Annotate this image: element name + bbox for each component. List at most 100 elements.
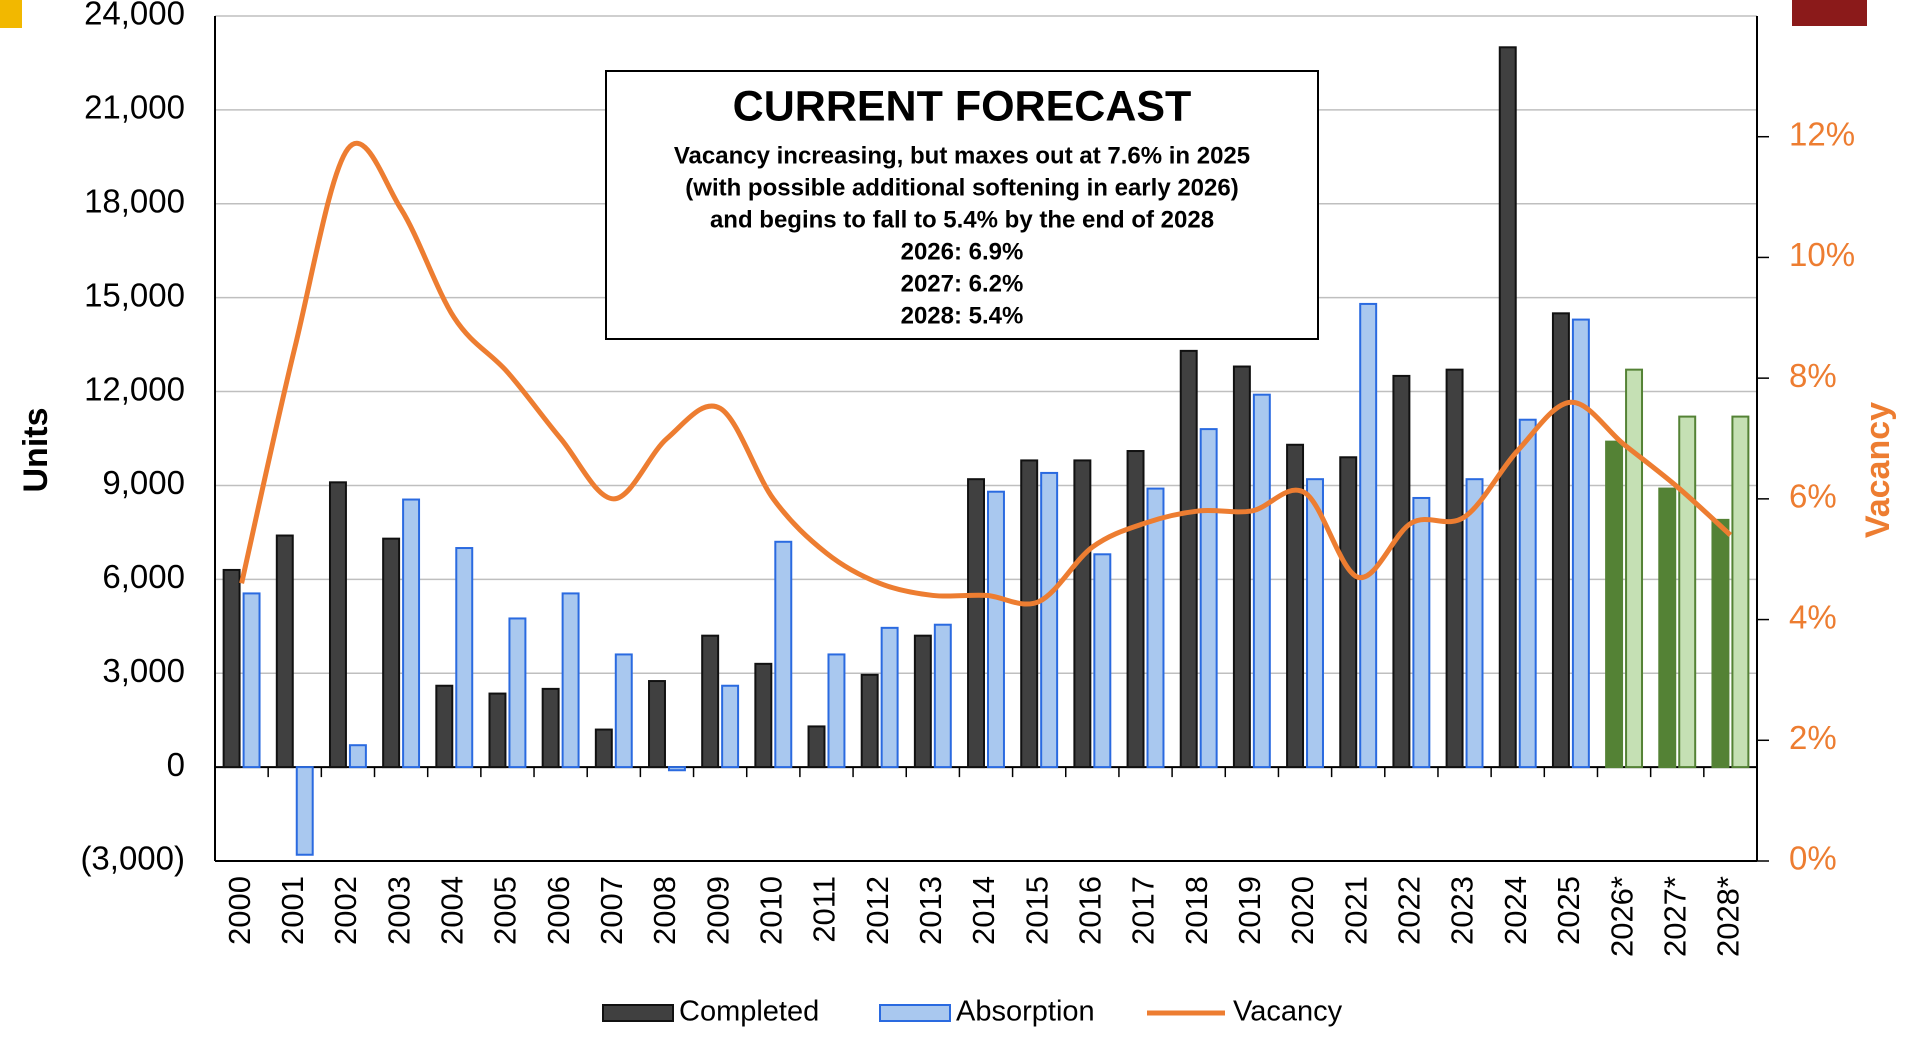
x-tick-label: 2002 xyxy=(328,876,363,945)
bar xyxy=(1040,471,1059,769)
x-tick-label: 2005 xyxy=(488,876,523,945)
bar xyxy=(508,617,527,769)
bar xyxy=(827,653,846,769)
annotation-line: 2028: 5.4% xyxy=(901,302,1024,329)
bar xyxy=(435,684,454,769)
bar xyxy=(1445,368,1464,769)
bar xyxy=(1658,487,1677,769)
bar xyxy=(774,540,793,769)
bar xyxy=(667,766,686,772)
y-tick-label: 18,000 xyxy=(84,182,185,219)
bar xyxy=(701,634,720,769)
x-tick-label: 2010 xyxy=(753,876,788,945)
legend-label: Absorption xyxy=(956,996,1095,1028)
annotation-line: 2026: 6.9% xyxy=(901,238,1024,265)
annotation-line: Vacancy increasing, but maxes out at 7.6… xyxy=(674,142,1250,169)
bar xyxy=(1465,478,1484,769)
x-tick-label: 2011 xyxy=(807,876,842,943)
x-tick-label: 2004 xyxy=(434,876,469,945)
y-tick-label: 6,000 xyxy=(102,558,185,595)
bar xyxy=(1731,415,1750,769)
x-tick-label: 2028* xyxy=(1711,876,1746,957)
bar xyxy=(1146,487,1165,769)
bar xyxy=(860,673,879,769)
bar xyxy=(1392,374,1411,769)
bar xyxy=(1571,318,1590,769)
y2-tick-label: 8% xyxy=(1789,357,1837,394)
x-tick-label: 2019 xyxy=(1232,876,1267,945)
bar xyxy=(348,744,367,769)
x-tick-label: 2017 xyxy=(1126,876,1161,945)
legend-label: Vacancy xyxy=(1233,996,1343,1028)
y2-tick-label: 10% xyxy=(1789,236,1855,273)
bar xyxy=(1073,459,1092,769)
bar xyxy=(561,592,580,769)
x-tick-label: 2001 xyxy=(275,876,310,945)
legend-label: Completed xyxy=(679,996,819,1028)
y-tick-label: 24,000 xyxy=(84,0,185,32)
vacancy-line xyxy=(239,140,1733,607)
bar xyxy=(328,481,347,769)
annotation-line: 2027: 6.2% xyxy=(901,270,1024,297)
bar xyxy=(1232,365,1251,769)
x-tick-label: 2008 xyxy=(647,876,682,945)
x-tick-label: 2000 xyxy=(222,876,257,945)
bar xyxy=(1339,456,1358,769)
bar xyxy=(1678,415,1697,769)
x-tick-label: 2024 xyxy=(1498,876,1533,945)
bar xyxy=(1359,302,1378,769)
x-tick-label: 2021 xyxy=(1338,876,1373,945)
x-tick-label: 2009 xyxy=(700,876,735,945)
bar xyxy=(1711,518,1730,769)
bar xyxy=(295,766,314,856)
bar xyxy=(1412,496,1431,769)
bar xyxy=(1605,440,1624,769)
annotation-box xyxy=(605,70,1319,340)
y2-tick-label: 0% xyxy=(1789,840,1837,877)
y-tick-label: 3,000 xyxy=(102,652,185,689)
bar xyxy=(1126,450,1145,769)
y-axis-label: Units xyxy=(17,408,55,493)
x-tick-label: 2027* xyxy=(1657,876,1692,957)
bar xyxy=(1306,478,1324,769)
bar xyxy=(594,728,613,769)
y-tick-label: 0 xyxy=(167,746,185,783)
x-tick-label: 2026* xyxy=(1604,876,1639,957)
bar xyxy=(382,537,401,769)
bar xyxy=(967,478,986,769)
x-tick-label: 2012 xyxy=(860,876,895,945)
y-tick-label: 21,000 xyxy=(84,89,185,126)
x-tick-label: 2015 xyxy=(1019,876,1054,945)
x-tick-label: 2023 xyxy=(1445,876,1480,945)
bar xyxy=(721,684,740,769)
x-tick-label: 2007 xyxy=(594,876,629,945)
bar xyxy=(913,634,932,769)
annotation-title: CURRENT FORECAST xyxy=(733,82,1192,130)
y2-tick-label: 6% xyxy=(1789,478,1837,515)
bar xyxy=(1199,428,1218,769)
x-tick-label: 2013 xyxy=(913,876,948,945)
y2-tick-label: 2% xyxy=(1789,719,1837,756)
x-tick-label: 2020 xyxy=(1285,876,1320,945)
x-tick-label: 2016 xyxy=(1073,876,1108,945)
bar xyxy=(488,692,507,769)
bar xyxy=(1252,393,1271,769)
x-tick-label: 2022 xyxy=(1392,876,1427,945)
bar xyxy=(648,680,666,769)
bar xyxy=(1518,418,1537,769)
bar xyxy=(880,626,899,769)
bar xyxy=(541,687,560,769)
bar xyxy=(1551,312,1570,769)
y2-tick-label: 12% xyxy=(1789,115,1855,152)
annotation-line: (with possible additional softening in e… xyxy=(685,174,1238,201)
logo-right xyxy=(1792,0,1867,26)
y-tick-label: (3,000) xyxy=(80,840,185,877)
bar xyxy=(455,547,474,769)
bar xyxy=(987,490,1005,769)
y2-axis-label: Vacancy xyxy=(1859,402,1897,538)
y2-tick-label: 4% xyxy=(1789,598,1837,635)
x-tick-label: 2003 xyxy=(381,876,416,945)
bar xyxy=(754,662,773,769)
bar xyxy=(807,725,826,769)
